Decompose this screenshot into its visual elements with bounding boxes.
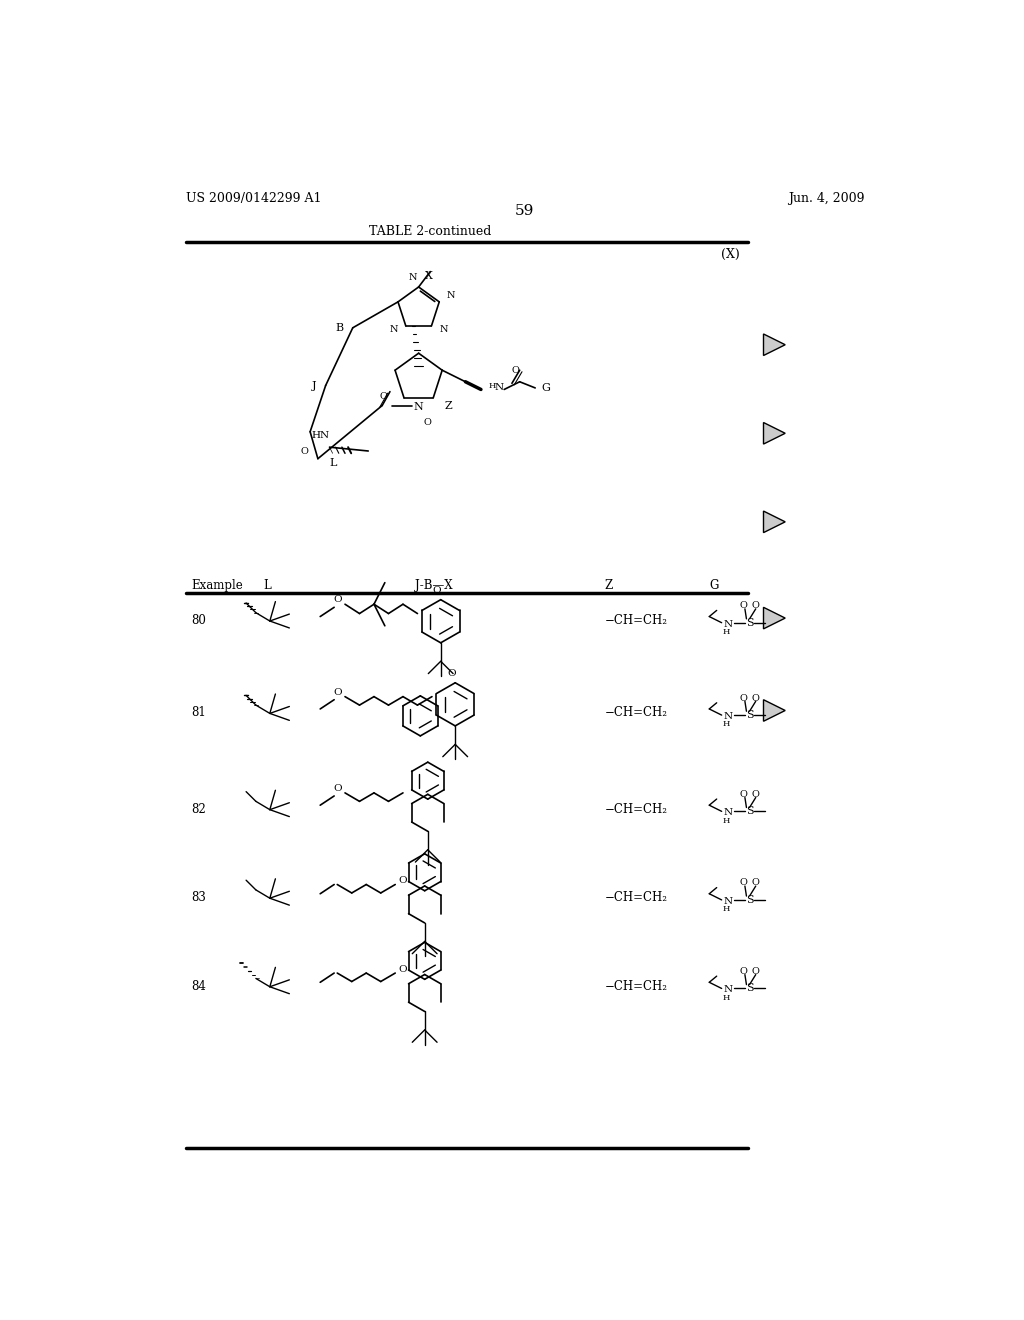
Text: US 2009/0142299 A1: US 2009/0142299 A1 bbox=[186, 191, 322, 205]
Text: Jun. 4, 2009: Jun. 4, 2009 bbox=[787, 191, 864, 205]
Text: J: J bbox=[311, 380, 316, 391]
Text: L: L bbox=[330, 458, 337, 467]
Text: O: O bbox=[752, 694, 760, 702]
Text: −CH=CH₂: −CH=CH₂ bbox=[604, 979, 668, 993]
Text: S: S bbox=[745, 710, 754, 721]
Text: O: O bbox=[301, 446, 308, 455]
Text: O: O bbox=[752, 879, 760, 887]
Text: O: O bbox=[739, 694, 748, 702]
Text: O: O bbox=[739, 789, 748, 799]
Text: O: O bbox=[739, 879, 748, 887]
Text: −CH=CH₂: −CH=CH₂ bbox=[604, 706, 668, 719]
Text: G: G bbox=[710, 579, 719, 593]
Text: O: O bbox=[398, 876, 408, 886]
Text: O: O bbox=[424, 418, 432, 426]
Text: N: N bbox=[723, 713, 732, 721]
Text: O: O bbox=[512, 366, 520, 375]
Text: G: G bbox=[542, 383, 550, 393]
Text: O: O bbox=[752, 789, 760, 799]
Polygon shape bbox=[764, 511, 785, 533]
Text: N: N bbox=[723, 808, 732, 817]
Text: N: N bbox=[723, 898, 732, 906]
Text: N: N bbox=[389, 325, 398, 334]
Text: HN: HN bbox=[311, 432, 330, 440]
Text: O: O bbox=[398, 965, 408, 974]
Polygon shape bbox=[764, 700, 785, 721]
Text: O: O bbox=[432, 586, 441, 595]
Text: 83: 83 bbox=[191, 891, 207, 904]
Text: 82: 82 bbox=[191, 803, 206, 816]
Text: H: H bbox=[723, 721, 730, 729]
Polygon shape bbox=[764, 422, 785, 444]
Text: 80: 80 bbox=[191, 614, 207, 627]
Text: O: O bbox=[739, 602, 748, 610]
Text: S: S bbox=[745, 895, 754, 906]
Text: O: O bbox=[739, 968, 748, 975]
Text: N: N bbox=[447, 292, 456, 300]
Polygon shape bbox=[764, 334, 785, 355]
Text: −CH=CH₂: −CH=CH₂ bbox=[604, 614, 668, 627]
Text: H: H bbox=[723, 906, 730, 913]
Text: Z: Z bbox=[604, 579, 613, 593]
Text: O: O bbox=[752, 602, 760, 610]
Text: X: X bbox=[425, 271, 433, 281]
Polygon shape bbox=[764, 607, 785, 628]
Text: N: N bbox=[409, 273, 417, 282]
Text: H: H bbox=[723, 817, 730, 825]
Text: J-B—X: J-B—X bbox=[415, 579, 453, 593]
Text: N: N bbox=[439, 325, 447, 334]
Text: Z: Z bbox=[444, 400, 453, 411]
Text: O: O bbox=[333, 595, 342, 605]
Text: N: N bbox=[414, 403, 424, 412]
Text: (X): (X) bbox=[722, 248, 740, 261]
Text: 81: 81 bbox=[191, 706, 206, 719]
Text: Example: Example bbox=[191, 579, 244, 593]
Text: N: N bbox=[723, 620, 732, 628]
Text: O: O bbox=[380, 392, 388, 401]
Text: H: H bbox=[723, 994, 730, 1002]
Text: H: H bbox=[723, 628, 730, 636]
Text: O: O bbox=[333, 784, 342, 793]
Text: O: O bbox=[447, 669, 456, 678]
Text: L: L bbox=[263, 579, 271, 593]
Text: −CH=CH₂: −CH=CH₂ bbox=[604, 891, 668, 904]
Text: H: H bbox=[488, 381, 497, 389]
Text: B: B bbox=[335, 323, 343, 333]
Text: −CH=CH₂: −CH=CH₂ bbox=[604, 803, 668, 816]
Text: TABLE 2-continued: TABLE 2-continued bbox=[369, 224, 492, 238]
Text: 59: 59 bbox=[515, 203, 535, 218]
Text: N: N bbox=[723, 986, 732, 994]
Text: O: O bbox=[333, 688, 342, 697]
Text: S: S bbox=[745, 618, 754, 628]
Text: 84: 84 bbox=[191, 979, 207, 993]
Text: S: S bbox=[745, 807, 754, 816]
Text: O: O bbox=[752, 968, 760, 975]
Text: N: N bbox=[495, 383, 504, 392]
Text: S: S bbox=[745, 983, 754, 994]
